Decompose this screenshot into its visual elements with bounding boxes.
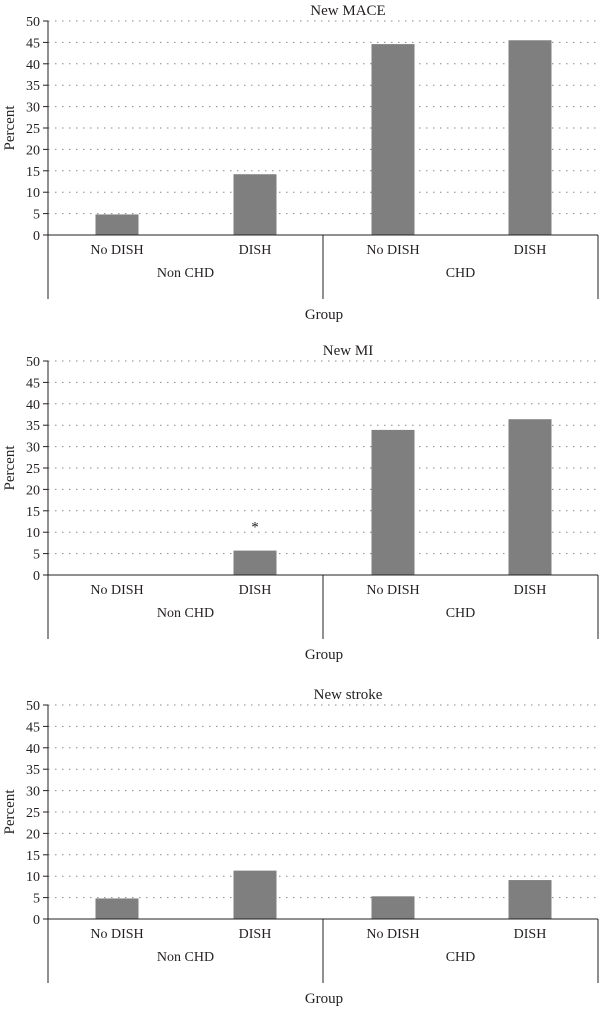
y-axis-label: Percent (2, 445, 18, 491)
y-tick-label: 15 (26, 505, 40, 520)
y-tick-label: 0 (33, 569, 40, 584)
bar (95, 214, 139, 235)
y-tick-label: 5 (33, 208, 40, 223)
y-tick-label: 25 (26, 806, 40, 821)
bar (95, 898, 139, 919)
category-label: No DISH (90, 927, 143, 942)
y-tick-label: 50 (26, 699, 40, 714)
y-tick-label: 30 (26, 101, 40, 116)
group-label: Non CHD (157, 606, 214, 621)
x-axis-label: Group (305, 991, 343, 1007)
y-tick-label: 5 (33, 892, 40, 907)
y-axis-label: Percent (2, 105, 18, 151)
y-tick-label: 45 (26, 720, 40, 735)
group-label: CHD (446, 606, 476, 621)
y-tick-label: 25 (26, 462, 40, 477)
bar-annotation: * (251, 520, 259, 536)
chart-title: New MACE (310, 3, 385, 19)
y-tick-label: 10 (26, 870, 40, 885)
y-tick-label: 0 (33, 229, 40, 244)
y-tick-label: 20 (26, 143, 40, 158)
y-tick-label: 20 (26, 827, 40, 842)
chart-title: New MI (323, 343, 373, 359)
category-label: DISH (514, 243, 547, 258)
y-tick-label: 35 (26, 419, 40, 434)
y-tick-label: 30 (26, 441, 40, 456)
bar (508, 40, 552, 236)
y-tick-label: 25 (26, 122, 40, 137)
category-label: No DISH (366, 927, 419, 942)
y-tick-label: 40 (26, 58, 40, 73)
y-tick-label: 10 (26, 526, 40, 541)
category-label: No DISH (366, 583, 419, 598)
y-tick-label: 45 (26, 36, 40, 51)
y-tick-label: 35 (26, 79, 40, 94)
bar (371, 429, 415, 575)
x-axis-label: Group (305, 307, 343, 323)
group-label: CHD (446, 950, 476, 965)
y-tick-label: 5 (33, 548, 40, 563)
bar (233, 550, 277, 575)
group-label: Non CHD (157, 950, 214, 965)
category-label: No DISH (90, 243, 143, 258)
bar (508, 419, 552, 575)
bar (233, 174, 277, 235)
bar (508, 880, 552, 919)
category-label: DISH (239, 583, 272, 598)
category-label: No DISH (366, 243, 419, 258)
bar (371, 896, 415, 919)
group-label: CHD (446, 266, 476, 281)
chart-title: New stroke (314, 687, 383, 703)
category-label: No DISH (90, 583, 143, 598)
y-tick-label: 45 (26, 376, 40, 391)
y-tick-label: 15 (26, 849, 40, 864)
y-tick-label: 0 (33, 913, 40, 928)
y-tick-label: 30 (26, 785, 40, 800)
y-tick-label: 20 (26, 483, 40, 498)
y-tick-label: 50 (26, 15, 40, 30)
bar (233, 870, 277, 919)
y-tick-label: 35 (26, 763, 40, 778)
bar (371, 44, 415, 235)
category-label: DISH (239, 243, 272, 258)
category-label: DISH (514, 583, 547, 598)
y-tick-label: 40 (26, 742, 40, 757)
y-tick-label: 50 (26, 355, 40, 370)
y-tick-label: 10 (26, 186, 40, 201)
y-axis-label: Percent (2, 789, 18, 835)
y-tick-label: 40 (26, 398, 40, 413)
category-label: DISH (239, 927, 272, 942)
group-label: Non CHD (157, 266, 214, 281)
category-label: DISH (514, 927, 547, 942)
x-axis-label: Group (305, 647, 343, 663)
y-tick-label: 15 (26, 165, 40, 180)
